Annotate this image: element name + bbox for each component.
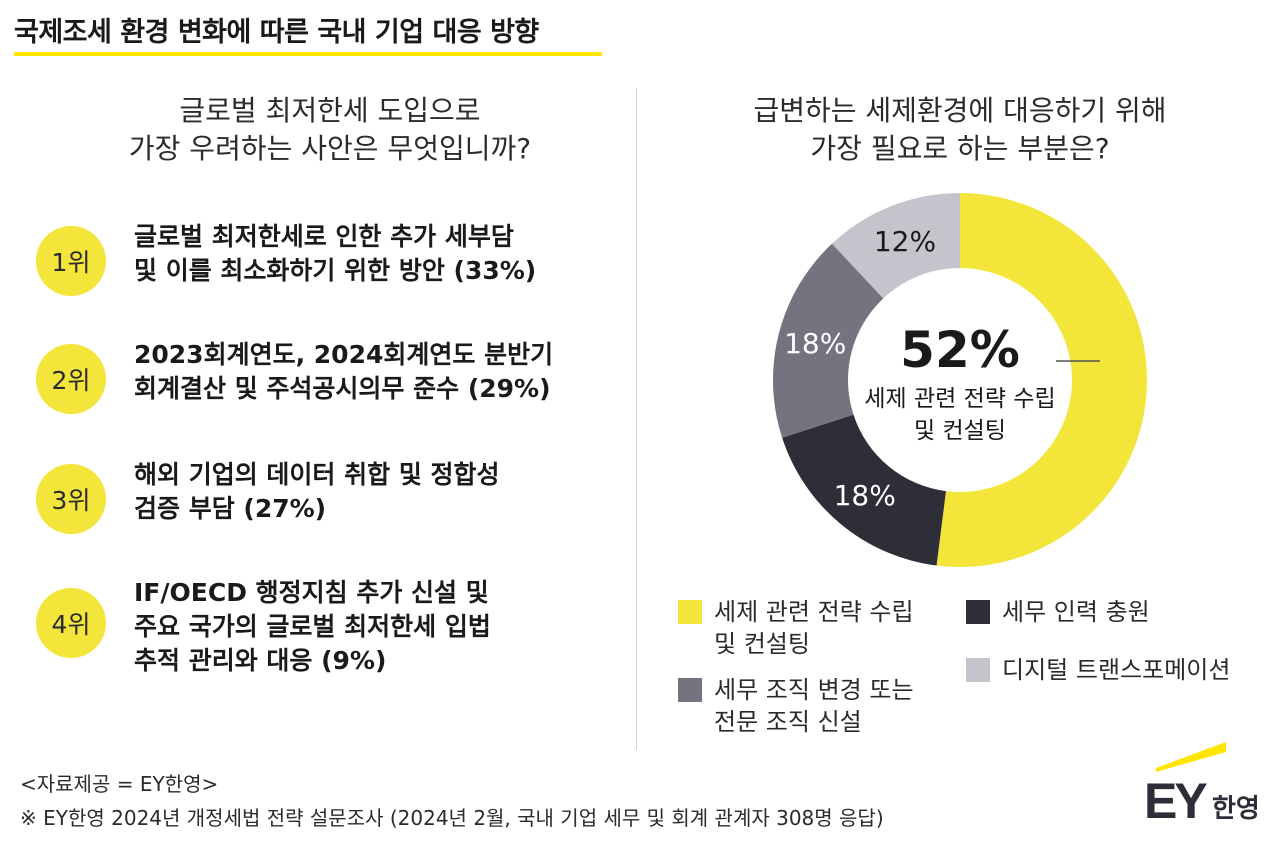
logo-sub: 한영	[1212, 794, 1260, 824]
left-question-line: 가장 우려하는 사안은 무엇입니까?	[128, 132, 532, 165]
legend-label: 디지털 트랜스포메이션	[1002, 654, 1262, 686]
source-credit: <자료제공 = EY한영>	[20, 772, 219, 796]
legend-swatch	[966, 600, 990, 624]
rank-item-2: 2위 2023회계연도, 2024회계연도 분반기 회계결산 및 주석공시의무 …	[36, 340, 636, 424]
rank-text-line: 및 이를 최소화하기 위한 방안 (33%)	[134, 256, 537, 285]
right-question: 급변하는 세제환경에 대응하기 위해 가장 필요로 하는 부분은?	[650, 92, 1270, 168]
right-question-line: 가장 필요로 하는 부분은?	[810, 132, 1110, 165]
left-question-line: 글로벌 최저한세 도입으로	[179, 94, 481, 127]
legend-label-line: 세무 인력 충원	[1002, 598, 1150, 626]
rank-text-line: 검증 부담 (27%)	[134, 494, 327, 523]
rank-item-1: 1위 글로벌 최저한세로 인한 추가 세부담 및 이를 최소화하기 위한 방안 …	[36, 222, 636, 306]
donut-slice-digital	[831, 193, 960, 299]
legend-label-line: 및 컨설팅	[714, 630, 810, 658]
rank-text: 글로벌 최저한세로 인한 추가 세부담 및 이를 최소화하기 위한 방안 (33…	[134, 220, 634, 288]
donut-slice-organization	[773, 243, 884, 438]
slice-value-label: 18%	[784, 327, 846, 360]
legend-swatch	[966, 658, 990, 682]
legend-swatch	[678, 600, 702, 624]
donut-slice-strategy	[936, 193, 1147, 567]
legend-label: 세무 조직 변경 또는 전문 조직 신설	[714, 674, 974, 738]
rank-text-line: 글로벌 최저한세로 인한 추가 세부담	[134, 222, 514, 251]
slice-value-label: 12%	[874, 225, 936, 258]
legend-label-line: 디지털 트랜스포메이션	[1002, 656, 1231, 684]
donut-chart: 18% 18% 12% 52% 세제 관련 전략 수립및 컨설팅	[773, 193, 1147, 567]
page-title: 국제조세 환경 변화에 따른 국내 기업 대응 방향	[14, 17, 539, 48]
rank-item-4: 4위 IF/OECD 행정지침 추가 신설 및 주요 국가의 글로벌 최저한세 …	[36, 578, 636, 675]
rank-text-line: 추적 관리와 대응 (9%)	[134, 646, 387, 675]
rank-text-line: IF/OECD 행정지침 추가 신설 및	[134, 578, 489, 607]
title-underline	[14, 52, 602, 56]
rank-item-3: 3위 해외 기업의 데이터 취합 및 정합성 검증 부담 (27%)	[36, 460, 636, 544]
legend-label-line: 전문 조직 신설	[714, 708, 862, 736]
donut-slice-staffing	[782, 414, 946, 566]
rank-badge: 4위	[36, 588, 106, 658]
rank-text: 해외 기업의 데이터 취합 및 정합성 검증 부담 (27%)	[134, 458, 634, 526]
legend-label: 세무 인력 충원	[1002, 596, 1262, 628]
logo-beam-icon	[1156, 742, 1226, 772]
rank-text-line: 회계결산 및 주석공시의무 준수 (29%)	[134, 374, 551, 403]
logo-text: EY	[1144, 773, 1208, 829]
rank-badge: 3위	[36, 464, 106, 534]
legend-label: 세제 관련 전략 수립 및 컨설팅	[714, 596, 974, 660]
legend-label-line: 세제 관련 전략 수립	[714, 598, 914, 626]
left-question: 글로벌 최저한세 도입으로 가장 우려하는 사안은 무엇입니까?	[30, 92, 630, 168]
center-value: 52%	[900, 321, 1020, 379]
rank-badge: 1위	[36, 226, 106, 296]
right-question-line: 급변하는 세제환경에 대응하기 위해	[753, 94, 1167, 127]
survey-note: ※ EY한영 2024년 개정세법 전략 설문조사 (2024년 2월, 국내 …	[20, 806, 884, 830]
rank-badge: 2위	[36, 344, 106, 414]
rank-text-line: 해외 기업의 데이터 취합 및 정합성	[134, 460, 500, 489]
ey-logo: EY 한영	[1140, 738, 1270, 829]
slice-value-label: 18%	[834, 479, 896, 512]
legend-label-line: 세무 조직 변경 또는	[714, 676, 914, 704]
column-divider	[636, 88, 637, 750]
legend-swatch	[678, 678, 702, 702]
center-label-line: 및 컨설팅	[914, 418, 1006, 444]
rank-text: IF/OECD 행정지침 추가 신설 및 주요 국가의 글로벌 최저한세 입법 …	[134, 576, 634, 678]
rank-text-line: 2023회계연도, 2024회계연도 분반기	[134, 340, 554, 369]
center-label-line: 세제 관련 전략 수립	[864, 386, 1055, 412]
rank-text-line: 주요 국가의 글로벌 최저한세 입법	[134, 612, 491, 641]
rank-text: 2023회계연도, 2024회계연도 분반기 회계결산 및 주석공시의무 준수 …	[134, 338, 634, 406]
